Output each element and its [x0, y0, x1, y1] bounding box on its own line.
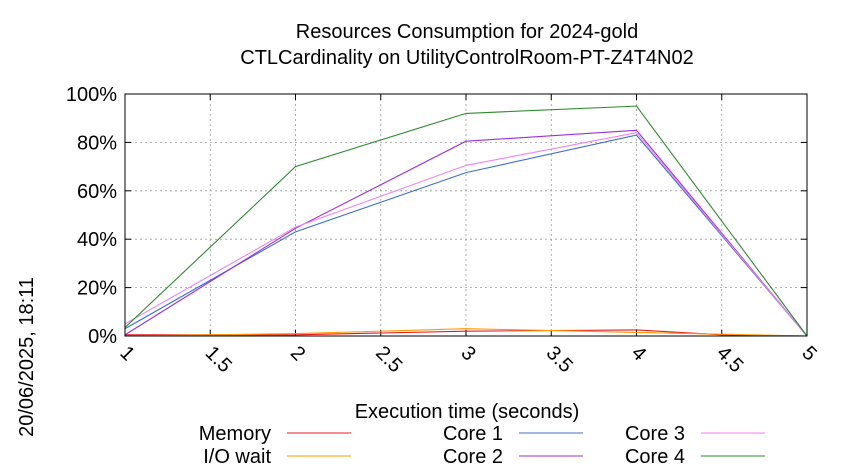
y-tick-label: 80% [77, 132, 117, 154]
y-tick-labels: 0% 20% 40% 60% 80% 100% [66, 84, 117, 348]
x-tick-label: 1.5 [201, 342, 236, 377]
y-tick-label: 20% [77, 278, 117, 300]
x-tick-label: 1 [115, 342, 138, 365]
legend-label: Core 4 [625, 446, 685, 468]
legend-label: Core 3 [625, 423, 685, 445]
chart-title-line-1: Resources Consumption for 2024-gold [296, 21, 638, 43]
series-lines [124, 105, 808, 337]
y-tick-label: 100% [66, 84, 117, 106]
x-tick-label: 4 [627, 342, 650, 365]
x-axis-label: Execution time (seconds) [355, 401, 580, 423]
x-tick-label: 4.5 [712, 342, 747, 377]
x-tick-labels: 1 1.5 2 2.5 3 3.5 4 4.5 5 [115, 342, 820, 377]
legend-label: Core 1 [443, 423, 503, 445]
series-line-core-3 [124, 132, 808, 337]
x-tick-label: 2 [286, 342, 309, 365]
x-tick-label: 3.5 [542, 342, 577, 377]
y-tick-label: 60% [77, 181, 117, 203]
x-tick-label: 5 [797, 342, 820, 365]
legend-label: Memory [199, 423, 271, 445]
y-tick-label: 40% [77, 229, 117, 251]
legend-label: I/O wait [203, 446, 271, 468]
chart-title-line-2: CTLCardinality on UtilityControlRoom-PT-… [240, 47, 693, 69]
x-tick-label: 2.5 [371, 342, 406, 377]
plot-frame [124, 93, 808, 337]
series-line-core-2 [124, 129, 808, 337]
series-line-core-4 [124, 105, 808, 337]
y-tick-label: 0% [88, 326, 117, 348]
series-line-i-o-wait [124, 328, 808, 337]
legend-label: Core 2 [443, 446, 503, 468]
x-tick-label: 3 [456, 342, 479, 365]
timestamp-label: 20/06/2025, 18:11 [16, 277, 38, 437]
